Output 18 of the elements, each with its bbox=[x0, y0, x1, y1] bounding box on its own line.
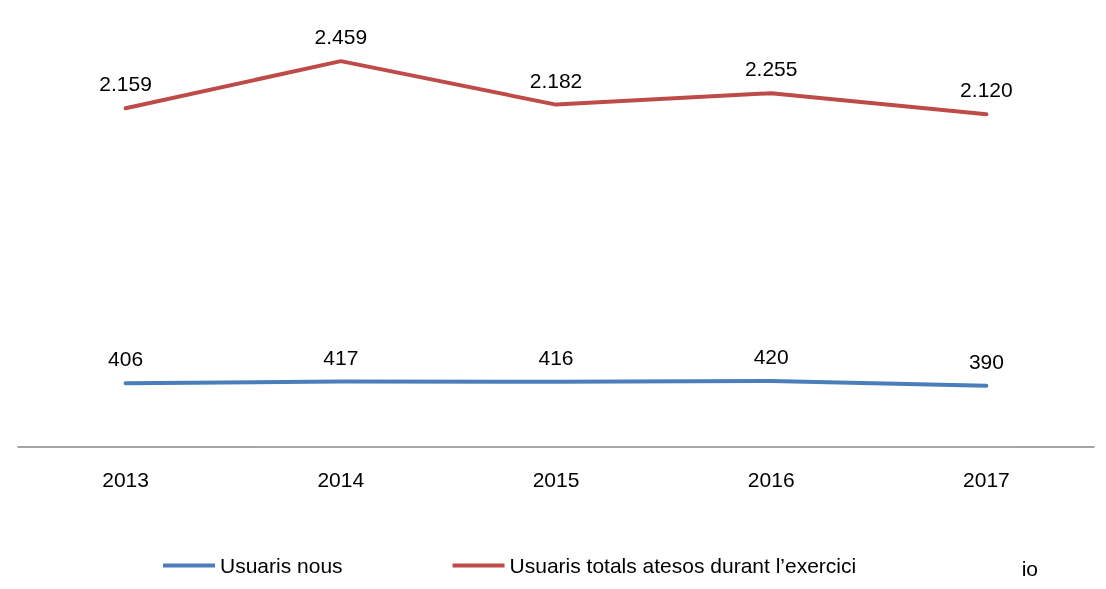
data-label: 2.255 bbox=[744, 57, 798, 81]
data-label: 406 bbox=[108, 347, 144, 371]
text: io bbox=[1021, 557, 1039, 580]
data-label: 420 bbox=[753, 345, 789, 369]
data-label: 2.459 bbox=[314, 25, 368, 49]
x-tick-label: 2016 bbox=[747, 468, 795, 491]
legend-label: Usuaris nous bbox=[220, 554, 343, 577]
data-label: 417 bbox=[323, 345, 359, 369]
x-tick-label: 2015 bbox=[532, 468, 580, 491]
data-label: 2.120 bbox=[960, 78, 1013, 102]
legend-label: Usuaris totals atesos durant l’exercici bbox=[509, 554, 857, 577]
data-label: 2.182 bbox=[529, 68, 583, 92]
x-tick-label: 2014 bbox=[317, 468, 365, 491]
x-tick-label: 2017 bbox=[963, 468, 1010, 491]
data-label: 416 bbox=[538, 345, 574, 369]
data-label: 2.159 bbox=[99, 72, 152, 96]
data-label: 390 bbox=[968, 349, 1004, 373]
x-tick-label: 2013 bbox=[102, 468, 149, 491]
